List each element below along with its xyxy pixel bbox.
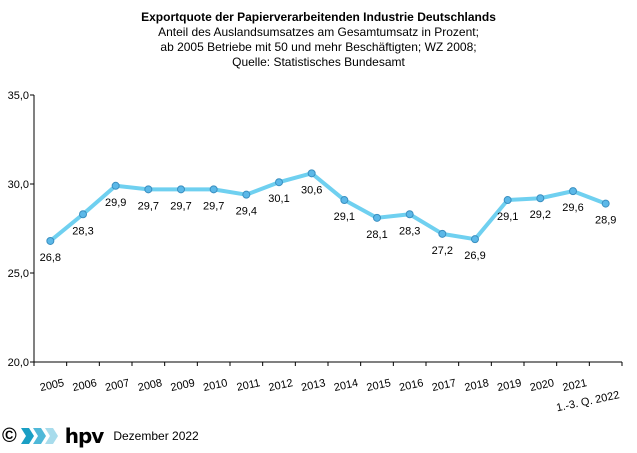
data-point [471,235,479,244]
data-label: 29,1 [497,211,518,223]
x-tick-label: 2017 [431,377,457,394]
x-tick-label: 2005 [39,377,65,394]
data-point [405,210,414,219]
x-tick-label: 2008 [137,377,163,394]
x-tick-label: 2016 [398,377,424,394]
x-tick-label: 2011 [236,377,262,394]
y-tick-label: 25,0 [8,268,29,280]
data-point [503,196,512,205]
data-label: 29,7 [138,200,159,212]
x-tick-label: 2010 [202,377,228,394]
data-point [79,210,87,219]
x-tick-label: 2018 [464,377,490,394]
chart-title: Exportquote der Papierverarbeitenden Ind… [141,10,496,24]
data-point [601,199,610,208]
data-label: 28,3 [399,225,420,237]
chart-title-block: Exportquote der Papierverarbeitenden Ind… [0,10,637,70]
x-tick-label: 2009 [170,377,196,394]
data-label: 26,9 [464,250,485,262]
data-point [373,213,381,222]
x-tick-label: 2012 [268,377,294,394]
x-tick-label: 2014 [333,377,359,394]
data-point [536,194,545,203]
data-point [46,236,55,245]
footer-date: Dezember 2022 [113,429,199,443]
line-chart: 20,0 25,0 30,0 35,0 2005 2006 2007 2008 2009 2010… [8,90,623,414]
y-tick-label: 35,0 [8,90,29,102]
data-label: 29,6 [562,202,583,214]
data-label: 28,3 [72,225,93,237]
data-label: 29,1 [334,211,355,223]
hpv-arrows-logo-icon [20,428,58,444]
data-point [438,229,447,238]
data-label: 27,2 [432,245,453,257]
x-tick-label: 2015 [366,377,392,394]
data-point [569,187,577,196]
y-tick-label: 20,0 [8,357,29,369]
data-label: 30,1 [268,193,289,205]
data-label: 26,8 [40,252,61,264]
data-line [49,171,607,243]
data-point [209,185,218,194]
data-point [307,169,316,178]
footer: © hpv Dezember 2022 [2,424,199,448]
data-point [177,185,185,194]
data-label: 28,1 [366,229,387,241]
data-label: 28,9 [595,215,616,227]
data-label: 29,2 [530,209,551,221]
x-tick-label: 2019 [496,377,522,394]
x-tick-label: 2006 [72,377,98,394]
data-point [340,196,349,205]
data-label: 29,7 [170,200,191,212]
data-label: 29,9 [105,197,126,209]
data-point [144,185,153,194]
data-label: 29,4 [236,206,257,218]
data-point [242,190,251,199]
subtitle-line-2: ab 2005 Betriebe mit 50 und mehr Beschäf… [160,40,477,54]
x-tick-label: 2020 [529,377,555,394]
data-label: 30,6 [301,184,322,196]
subtitle-line-1: Anteil des Auslandsumsatzes am Gesamtums… [158,25,479,39]
x-tick-label: 2021 [562,377,588,394]
hpv-logo: hpv [64,424,105,448]
data-point [275,178,283,187]
x-tick-label: 2013 [300,377,326,394]
copyright-symbol: © [2,424,17,447]
y-tick-label: 30,0 [8,179,29,191]
data-label: 29,7 [203,200,224,212]
x-tick-label: 2007 [104,377,130,394]
data-point [111,181,120,190]
subtitle-line-3: Quelle: Statistisches Bundesamt [232,55,405,69]
